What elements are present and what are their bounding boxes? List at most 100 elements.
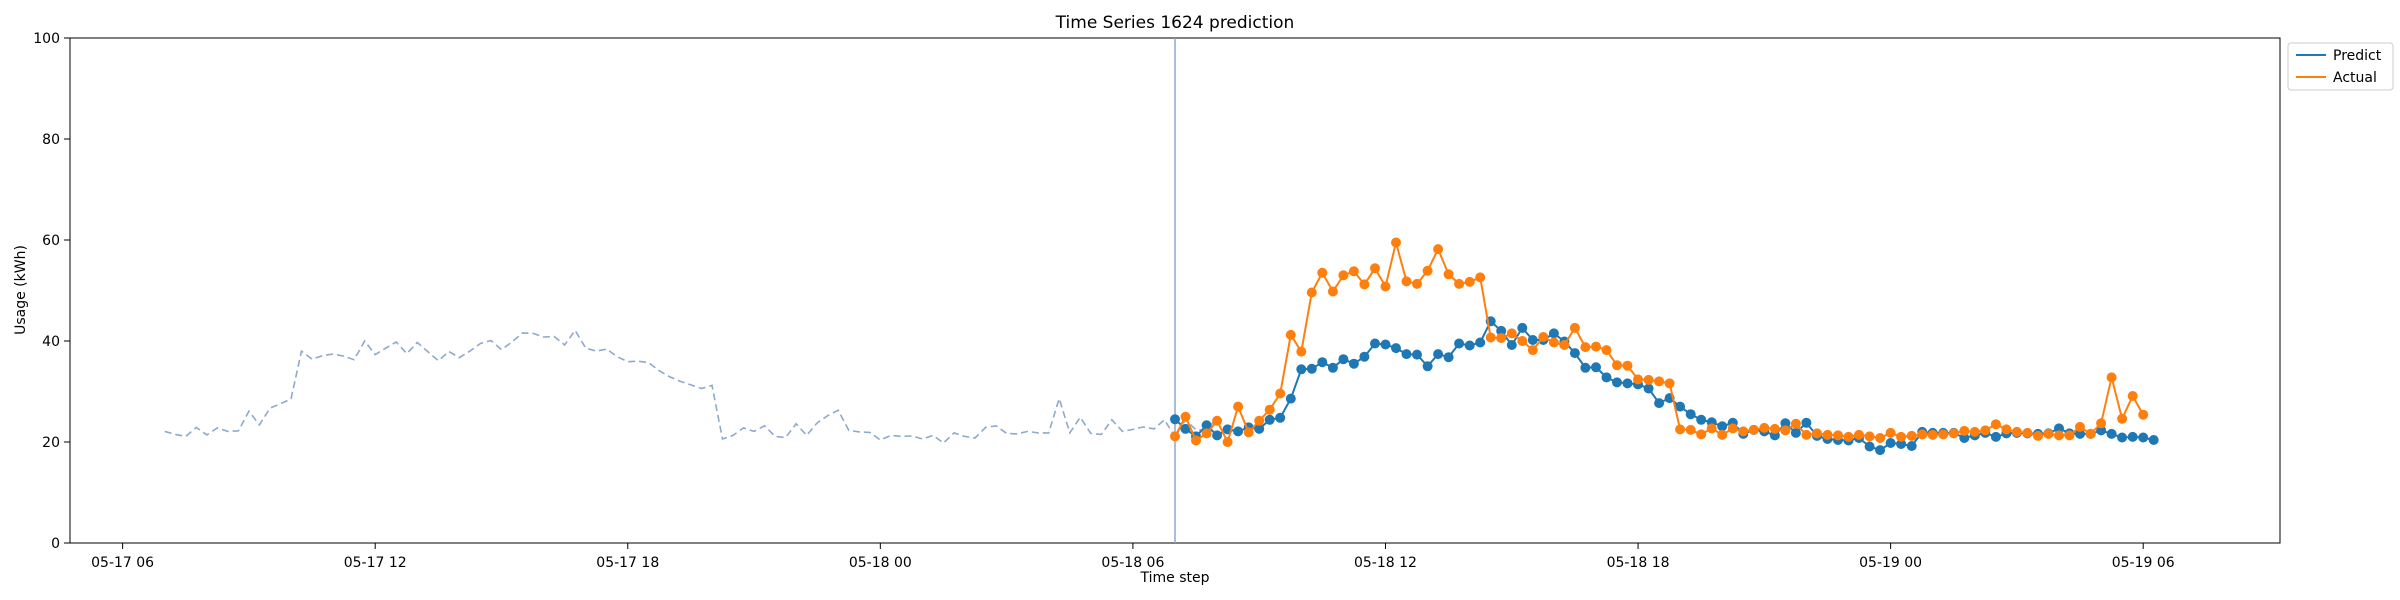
- data-point-actual: [1591, 341, 1601, 352]
- data-point-predict: [1717, 421, 1728, 432]
- data-point-actual: [2001, 424, 2012, 435]
- data-point-predict: [1906, 441, 1917, 451]
- data-point-actual: [1980, 425, 1991, 436]
- data-point-actual: [1380, 281, 1391, 292]
- data-point-predict: [1601, 372, 1612, 383]
- x-tick-label: 05-17 18: [596, 555, 659, 571]
- data-point-predict: [1443, 352, 1454, 363]
- data-point-actual: [1727, 423, 1738, 434]
- data-point-predict: [1401, 349, 1412, 360]
- data-point-predict: [1412, 349, 1422, 360]
- data-point-actual: [1191, 435, 1201, 446]
- data-point-predict: [1170, 414, 1180, 425]
- data-point-predict: [1296, 364, 1307, 375]
- data-point-actual: [1433, 244, 1444, 255]
- data-point-actual: [1201, 428, 1212, 439]
- data-point-predict: [2148, 435, 2159, 445]
- series-line-predict: [1174, 319, 2154, 452]
- data-point-predict: [2096, 425, 2107, 436]
- y-tick-label: 80: [42, 132, 60, 148]
- data-point-predict: [1338, 354, 1349, 365]
- data-point-predict: [1875, 445, 1886, 456]
- data-point-actual: [1633, 374, 1643, 385]
- data-point-actual: [1654, 376, 1665, 387]
- data-point-actual: [1885, 427, 1896, 438]
- data-point-predict: [1959, 433, 1970, 443]
- data-point-predict: [1548, 328, 1559, 339]
- y-axis-label: Usage (kWh): [13, 245, 29, 335]
- data-point-actual: [2064, 430, 2075, 441]
- data-point-predict: [1422, 361, 1433, 372]
- data-point-actual: [1285, 329, 1296, 340]
- data-point-actual: [1443, 269, 1454, 280]
- x-tick-label: 05-18 06: [1101, 555, 1164, 571]
- data-point-actual: [1612, 360, 1622, 371]
- data-point-actual: [1496, 333, 1507, 343]
- data-point-predict: [1264, 414, 1275, 425]
- data-point-actual: [1212, 415, 1223, 426]
- data-point-actual: [1306, 287, 1317, 298]
- data-point-actual: [1454, 278, 1465, 289]
- data-point-actual: [1548, 337, 1559, 348]
- data-point-actual: [1780, 425, 1791, 436]
- data-point-actual: [1812, 428, 1822, 439]
- legend-label-predict: Predict: [2333, 48, 2382, 64]
- data-point-predict: [1885, 438, 1896, 448]
- data-point-actual: [1622, 360, 1633, 371]
- data-point-actual: [2127, 391, 2138, 401]
- data-point-actual: [2011, 426, 2022, 437]
- data-point-actual: [2043, 428, 2054, 439]
- data-point-predict: [1348, 358, 1359, 369]
- data-point-actual: [2022, 427, 2033, 438]
- data-point-actual: [1854, 429, 1864, 440]
- data-point-actual: [1391, 237, 1401, 248]
- data-point-actual: [1875, 433, 1886, 443]
- y-tick-label: 0: [51, 536, 60, 552]
- data-point-actual: [2075, 421, 2085, 432]
- data-point-actual: [1401, 276, 1412, 287]
- data-point-actual: [2117, 413, 2128, 424]
- data-point-actual: [1538, 332, 1549, 342]
- data-point-predict: [1675, 401, 1686, 412]
- data-point-actual: [1317, 267, 1328, 278]
- data-point-actual: [1948, 428, 1959, 439]
- data-point-predict: [1580, 362, 1591, 373]
- data-point-actual: [1580, 342, 1591, 353]
- data-point-actual: [2054, 430, 2064, 441]
- data-point-predict: [1201, 420, 1212, 431]
- data-point-predict: [2117, 432, 2128, 443]
- data-point-actual: [2138, 409, 2149, 420]
- legend-label-actual: Actual: [2333, 70, 2377, 86]
- data-point-actual: [1927, 429, 1938, 440]
- data-point-actual: [1422, 265, 1433, 276]
- data-point-actual: [1296, 346, 1307, 357]
- data-point-predict: [1317, 357, 1328, 368]
- data-point-predict: [1433, 349, 1444, 360]
- data-point-predict: [2054, 423, 2064, 434]
- data-point-actual: [2096, 418, 2107, 429]
- data-point-predict: [1569, 348, 1580, 359]
- data-point-actual: [1917, 429, 1928, 440]
- data-point-predict: [1180, 423, 1191, 434]
- data-point-predict: [1506, 340, 1517, 350]
- data-point-actual: [1969, 426, 1980, 437]
- data-point-actual: [1370, 263, 1380, 274]
- data-point-predict: [1275, 412, 1286, 423]
- data-point-actual: [1896, 431, 1907, 442]
- x-tick-label: 05-19 00: [1859, 555, 1922, 571]
- data-point-actual: [1569, 322, 1580, 333]
- data-point-actual: [1801, 429, 1812, 440]
- data-point-predict: [1643, 383, 1654, 394]
- data-point-actual: [1275, 388, 1286, 399]
- data-point-actual: [1233, 401, 1244, 412]
- data-point-actual: [1348, 266, 1359, 277]
- data-point-actual: [1475, 272, 1486, 283]
- data-point-actual: [1717, 429, 1728, 440]
- data-point-actual: [1222, 437, 1233, 447]
- data-point-predict: [1864, 441, 1875, 452]
- data-point-actual: [1906, 430, 1917, 441]
- data-point-actual: [2033, 430, 2043, 441]
- x-tick-label: 05-19 06: [2112, 555, 2175, 571]
- data-point-actual: [1412, 278, 1422, 289]
- data-point-predict: [1612, 377, 1622, 388]
